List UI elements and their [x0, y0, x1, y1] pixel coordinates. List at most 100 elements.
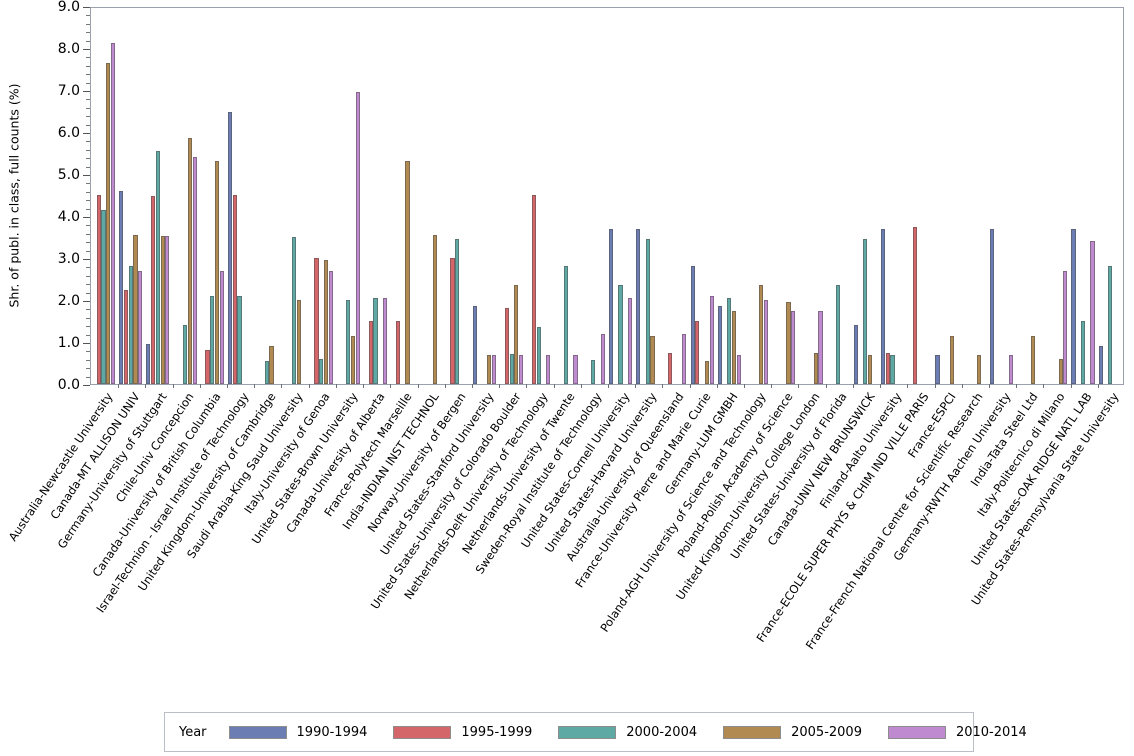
y-axis-minor-tick: [86, 208, 90, 210]
x-axis-tick-mark: [934, 384, 936, 388]
y-axis-tick-mark: [83, 175, 90, 176]
bar-group: [309, 8, 336, 384]
x-axis-tick-mark: [852, 384, 854, 388]
bar: [731, 310, 737, 384]
bar: [1063, 270, 1068, 384]
bar-group: [1098, 8, 1125, 384]
legend-item[interactable]: 2010-2014: [887, 725, 1027, 740]
x-axis-tick-mark: [390, 384, 392, 388]
y-axis-tick-label: 3.0: [57, 251, 80, 267]
bar: [668, 352, 673, 384]
bar: [949, 335, 954, 384]
y-axis-minor-tick: [86, 183, 90, 185]
bar: [690, 266, 695, 384]
y-axis-tick-label: 6.0: [57, 125, 80, 141]
bar: [323, 260, 328, 384]
y-axis-tick-mark: [83, 91, 90, 92]
legend-item[interactable]: 2000-2004: [558, 725, 697, 740]
legend-item[interactable]: 1995-1999: [393, 725, 532, 740]
bar: [432, 234, 437, 384]
y-axis-minor-tick: [86, 309, 90, 311]
bar-series-container: [91, 8, 1125, 388]
bar: [165, 236, 170, 384]
legend-item[interactable]: 1990-1994: [228, 724, 368, 740]
legend-color-swatch: [228, 725, 287, 739]
bar: [818, 310, 823, 384]
bar-group: [445, 8, 472, 384]
x-axis-tick-mark: [689, 384, 691, 388]
bar-group: [608, 8, 635, 384]
bar: [912, 226, 918, 384]
bar-group: [962, 8, 989, 384]
bar-group: [390, 8, 417, 384]
bar-group: [662, 8, 689, 384]
y-axis-tick-mark: [83, 343, 90, 344]
x-axis-label: Australia-Newcastle University: [5, 390, 115, 544]
bar: [519, 355, 524, 384]
bar-group: [254, 8, 281, 384]
y-axis-tick-label: 5.0: [57, 167, 80, 183]
bar: [138, 270, 143, 384]
bar: [1008, 354, 1014, 384]
bar: [210, 295, 215, 384]
bar-group: [526, 8, 553, 384]
x-axis-tick-mark: [1097, 384, 1099, 388]
legend-item-label: 2005-2009: [791, 724, 862, 740]
bar: [853, 325, 858, 384]
x-axis-tick-mark: [145, 384, 147, 388]
bar: [573, 355, 578, 384]
y-axis-tick-mark: [83, 259, 90, 260]
bar: [192, 157, 197, 384]
bar: [133, 234, 138, 384]
x-axis-tick-mark: [635, 384, 637, 388]
bar: [1090, 241, 1095, 384]
x-axis-tick-mark: [499, 384, 501, 388]
y-axis-minor-tick: [86, 74, 90, 76]
legend-item[interactable]: 2005-2009: [723, 725, 862, 740]
bar: [155, 150, 160, 384]
bar: [563, 266, 569, 384]
bar-group: [1016, 8, 1043, 384]
y-axis-minor-tick: [86, 158, 90, 160]
y-axis-minor-tick: [86, 250, 90, 252]
y-axis-minor-tick: [86, 124, 90, 126]
bar-group: [581, 8, 608, 384]
y-axis-minor-tick: [86, 149, 90, 151]
bar: [608, 228, 614, 384]
y-axis-minor-tick: [86, 359, 90, 361]
bar: [346, 300, 351, 384]
y-axis-tick-label: 7.0: [57, 83, 80, 99]
bar: [160, 236, 165, 384]
bar: [110, 42, 116, 384]
legend-color-swatch: [558, 725, 617, 739]
x-axis-labels: Australia-Newcastle University Canada-MT …: [5, 386, 1134, 706]
x-axis-tick-mark: [1043, 384, 1045, 388]
bar: [727, 297, 732, 384]
y-axis-minor-tick: [86, 284, 90, 286]
bar: [96, 195, 101, 384]
bar: [618, 285, 623, 384]
bar: [237, 295, 242, 384]
bar: [1108, 266, 1113, 384]
bar-group: [418, 8, 445, 384]
bar: [351, 335, 356, 384]
x-axis-tick-mark: [363, 384, 365, 388]
y-axis-minor-tick: [86, 233, 90, 235]
bar-group: [907, 8, 934, 384]
bar: [989, 228, 995, 384]
y-axis-minor-tick: [86, 317, 90, 319]
bar-group: [472, 8, 499, 384]
bar-group: [91, 8, 118, 384]
y-axis-minor-tick: [86, 225, 90, 227]
bar: [600, 334, 605, 384]
bar: [123, 289, 129, 384]
x-axis-tick-mark: [988, 384, 990, 388]
bar-group: [554, 8, 581, 384]
bar: [291, 237, 297, 384]
bar: [146, 344, 151, 384]
y-axis-tick-label: 9.0: [57, 0, 80, 15]
bar: [355, 92, 360, 384]
bar: [264, 360, 269, 384]
plot-area: [90, 7, 1125, 388]
legend-item-label: 1990-1994: [296, 724, 368, 740]
